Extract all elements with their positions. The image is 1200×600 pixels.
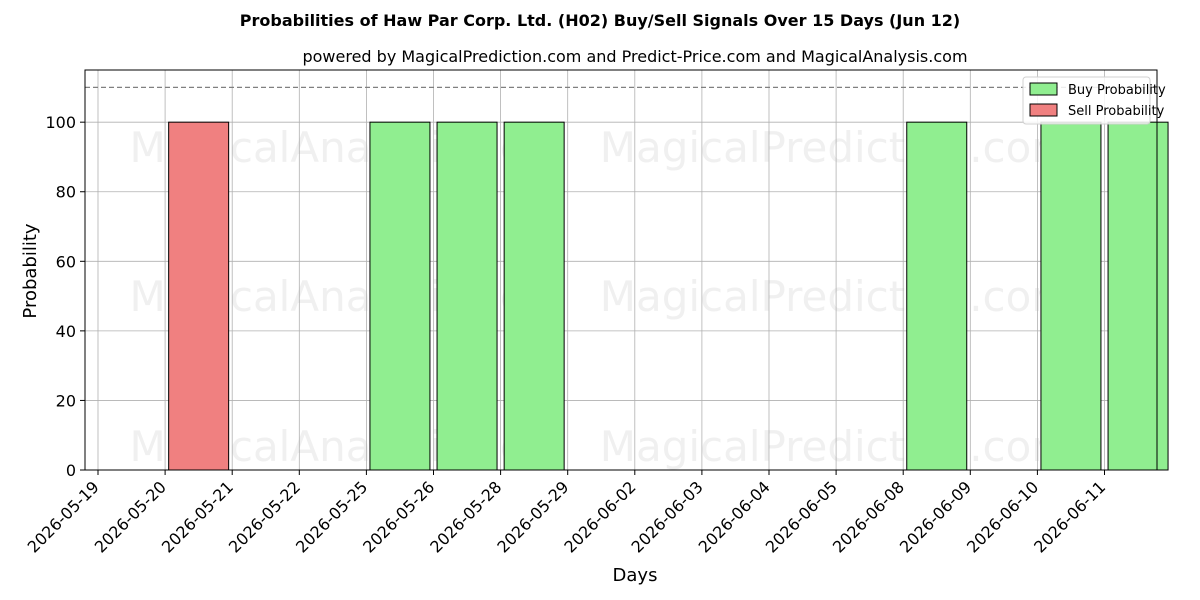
legend-swatch [1029,103,1058,117]
x-axis: 2026-05-192026-05-202026-05-212026-05-22… [24,470,1109,557]
plot-frame [84,69,1158,471]
y-tick-label: 20 [56,391,76,410]
y-tick-label: 0 [66,461,76,480]
x-axis-label: Days [613,565,658,586]
sell-bar [168,121,230,471]
chart-title: Probabilities of Haw Par Corp. Ltd. (H02… [240,11,960,30]
legend-label: Sell Probability [1068,104,1165,119]
y-axis-label: Probability [20,223,41,318]
legend: Buy Probability Sell Probability [1022,76,1166,125]
y-tick-label: 100 [45,113,76,132]
bar-layer [168,121,1169,471]
buy-bar [1040,121,1102,471]
y-tick-label: 80 [56,183,76,202]
legend-swatch [1029,82,1058,96]
buy-bar [436,121,498,471]
chart-subtitle: powered by MagicalPrediction.com and Pre… [302,47,967,66]
legend-label: Buy Probability [1068,83,1166,98]
buy-bar [1107,121,1169,471]
buy-bar [369,121,431,471]
x-tick-label: 2026-06-11 [1030,477,1109,556]
y-tick-label: 40 [56,322,76,341]
y-tick-label: 60 [56,252,76,271]
buy-bar [906,121,968,471]
buy-bar [503,121,565,471]
y-axis: 0 20 40 60 80 100 [45,113,85,480]
